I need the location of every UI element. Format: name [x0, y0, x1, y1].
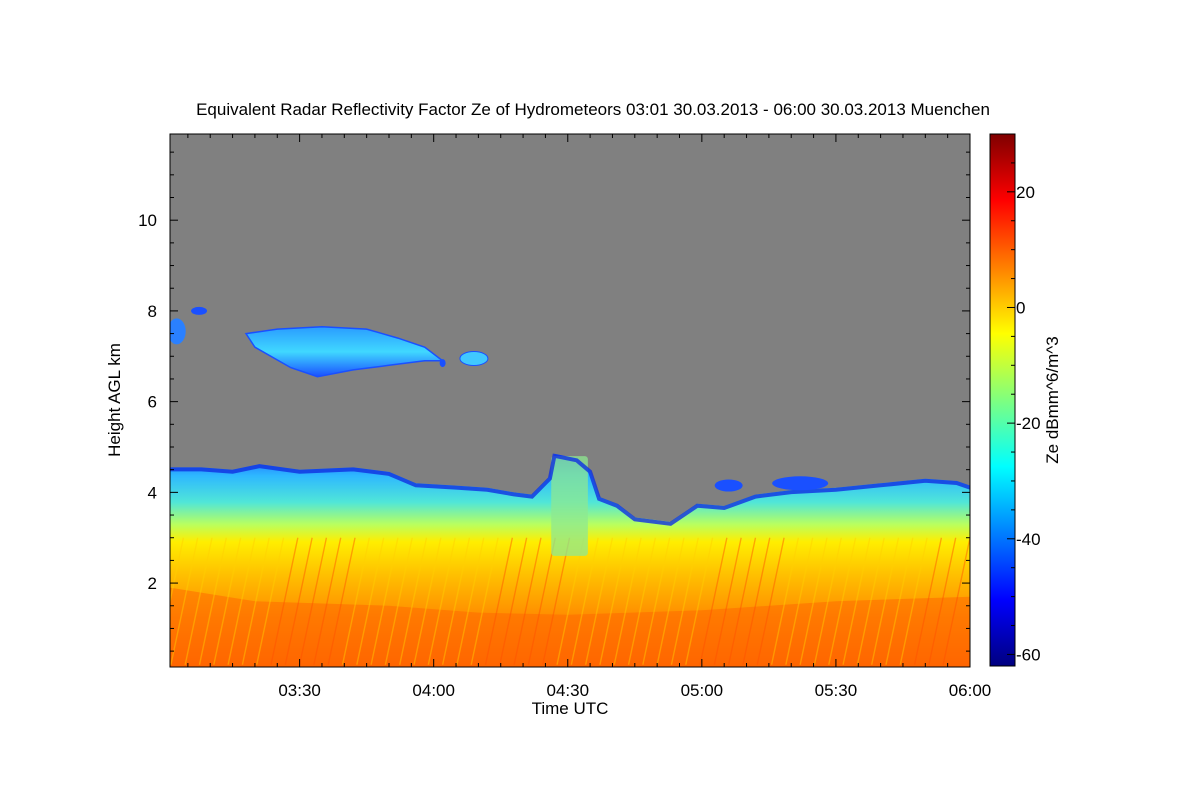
fall-streak	[527, 537, 556, 665]
fall-streak	[241, 537, 270, 665]
chart-title: Equivalent Radar Reflectivity Factor Ze …	[196, 100, 990, 119]
plot-frame	[169, 133, 971, 668]
data-layers	[170, 306, 970, 667]
fall-streak	[770, 537, 800, 665]
fall-streak	[384, 537, 413, 665]
upper-cloud-fragment	[459, 351, 489, 367]
y-tick-label: 10	[138, 211, 157, 230]
fall-streak	[713, 537, 742, 665]
fall-streak	[813, 537, 842, 665]
fall-streak	[613, 537, 642, 665]
x-axis: 03:30 04:00 04:30 05:00 05:30 06:00	[169, 134, 992, 700]
fall-streak	[599, 537, 628, 665]
fall-streak	[642, 537, 671, 665]
surface-echo-band	[170, 587, 970, 667]
y-axis: 2 4 6 8 10	[138, 151, 970, 652]
fall-streak	[885, 537, 914, 665]
fall-streak	[556, 537, 585, 665]
fall-streak	[270, 537, 299, 665]
x-tick-label: 05:30	[815, 681, 858, 700]
upper-cloud-band	[244, 326, 445, 378]
fall-streak	[170, 537, 199, 665]
fall-streak	[470, 537, 499, 665]
fall-streak	[298, 537, 328, 665]
fall-streak	[427, 537, 456, 665]
fall-streak	[627, 537, 657, 665]
x-axis-label: Time UTC	[532, 699, 609, 718]
colorbar-axis: 20 0 -20 -40 -60	[1007, 133, 1041, 664]
fall-streak	[785, 537, 814, 665]
fall-streak	[828, 537, 857, 665]
colorbar	[989, 133, 1016, 667]
fall-streak	[727, 537, 757, 665]
colorbar-tick-label: 0	[1016, 298, 1025, 317]
y-tick-label: 6	[148, 393, 157, 412]
y-tick-label: 4	[148, 483, 157, 502]
fall-streak	[799, 537, 828, 665]
fall-streak	[341, 537, 371, 665]
fall-streak	[928, 537, 957, 665]
fall-streak	[413, 537, 442, 665]
fall-streak	[184, 537, 213, 665]
x-tick-label: 06:00	[949, 681, 992, 700]
fall-streak	[842, 537, 871, 665]
fall-streak	[313, 537, 342, 665]
fall-streak	[699, 537, 728, 665]
fall-streak	[685, 537, 714, 665]
colorbar-tick-label: -60	[1016, 645, 1041, 664]
upper-cloud-fragment	[439, 359, 446, 368]
fall-streak	[670, 537, 699, 665]
colorbar-tick-label: -40	[1016, 530, 1041, 549]
x-tick-label: 05:00	[681, 681, 724, 700]
x-tick-label: 03:30	[278, 681, 321, 700]
colorbar-label: Ze dBmm^6/m^3	[1043, 336, 1062, 463]
cloud-top-rim	[170, 453, 970, 526]
fall-streak	[484, 537, 514, 665]
colorbar-tick-label: -20	[1016, 414, 1041, 433]
cirrus-fragment	[191, 306, 208, 315]
fall-streak	[542, 537, 571, 665]
fall-streak	[441, 537, 471, 665]
fall-streak	[356, 537, 385, 665]
fall-streak	[584, 537, 614, 665]
fall-streak	[170, 537, 185, 605]
fall-streak	[870, 537, 900, 665]
fall-streak	[942, 537, 970, 665]
x-tick-label: 04:00	[412, 681, 455, 700]
fall-streak	[256, 537, 285, 665]
fall-streak	[756, 537, 785, 665]
fall-streak	[570, 537, 599, 665]
fall-streak	[656, 537, 685, 665]
y-tick-label: 2	[148, 574, 157, 593]
fall-streak	[227, 537, 256, 665]
y-axis-label: Height AGL km	[105, 343, 124, 457]
fall-streak	[327, 537, 356, 665]
fall-streak	[198, 537, 227, 665]
fall-streak	[899, 537, 928, 665]
fall-streak	[856, 537, 885, 665]
fall-streak	[456, 537, 485, 665]
fall-streak	[499, 537, 528, 665]
convective-tower	[551, 456, 588, 556]
elevated-cloud-fragment	[714, 479, 743, 492]
y-tick-label: 8	[148, 302, 157, 321]
fall-streak	[913, 537, 943, 665]
fall-streak	[742, 537, 771, 665]
x-tick-label: 04:30	[546, 681, 589, 700]
fall-streak	[513, 537, 542, 665]
fall-streak	[284, 537, 313, 665]
fall-streak	[213, 537, 242, 665]
fall-streak	[399, 537, 428, 665]
elevated-cloud-fragment	[772, 476, 829, 491]
colorbar-tick-label: 20	[1016, 183, 1035, 202]
cirrus-fragment	[170, 318, 186, 345]
fall-streak	[370, 537, 399, 665]
